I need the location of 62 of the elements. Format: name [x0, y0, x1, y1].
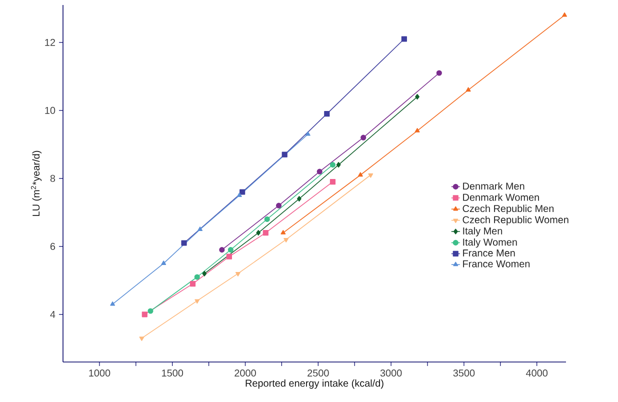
point — [262, 230, 268, 236]
point — [330, 162, 336, 168]
point — [161, 260, 166, 265]
y-tick-label: 6 — [50, 242, 56, 250]
legend-label: Italy Women — [463, 238, 517, 248]
point — [358, 172, 363, 177]
point — [236, 192, 242, 197]
point — [562, 12, 568, 17]
x-tick-label: 4000 — [526, 370, 548, 377]
legend-label: Denmark Men — [463, 182, 524, 190]
x-tick-label: 1000 — [89, 370, 110, 377]
point — [139, 336, 144, 341]
point — [368, 173, 374, 178]
point — [142, 312, 148, 318]
point — [194, 274, 200, 280]
point — [280, 230, 286, 234]
point — [181, 240, 187, 246]
point — [198, 226, 203, 231]
point — [240, 189, 246, 195]
x-axis-title: Reported energy intake (kcal/d) — [246, 379, 384, 389]
point — [415, 94, 420, 100]
legend-label: Italy Men — [463, 227, 502, 236]
point — [466, 87, 471, 92]
x-tick-label: 1500 — [162, 370, 184, 377]
point — [414, 128, 420, 132]
point — [297, 196, 302, 202]
point — [110, 301, 116, 306]
point — [190, 281, 196, 287]
point — [401, 36, 407, 42]
point — [336, 162, 341, 168]
point — [228, 247, 234, 253]
y-axis-title: LU (m$^{2}$*year/d) — [31, 150, 42, 216]
point — [226, 254, 232, 260]
point — [264, 216, 270, 222]
point — [235, 272, 240, 276]
point — [360, 134, 366, 140]
point — [324, 111, 330, 117]
legend-label: France Women — [463, 260, 530, 268]
y-tick-label: 12 — [45, 38, 55, 46]
point — [276, 202, 282, 208]
y-tick-label: 10 — [45, 106, 56, 114]
point — [436, 70, 442, 76]
point — [330, 179, 336, 185]
point — [202, 270, 207, 276]
x-tick-label: 3000 — [380, 370, 402, 377]
point — [282, 152, 288, 158]
x-tick-label: 3500 — [453, 370, 475, 377]
legend-label: Czech Republic Women — [462, 216, 568, 226]
y-tick-label: 8 — [50, 174, 56, 182]
legend-label: Denmark Women — [463, 194, 539, 201]
y-tick-label: 4 — [50, 310, 56, 318]
legend-label: Czech Republic Men — [462, 204, 554, 214]
x-tick-label: 2500 — [308, 370, 329, 377]
point — [148, 308, 154, 314]
legend-label: France Men — [463, 250, 515, 256]
point — [284, 238, 289, 242]
point — [316, 168, 322, 174]
point — [219, 247, 225, 253]
x-tick-label: 2000 — [234, 370, 256, 377]
point — [305, 131, 310, 136]
point — [194, 299, 200, 304]
point — [256, 230, 261, 236]
